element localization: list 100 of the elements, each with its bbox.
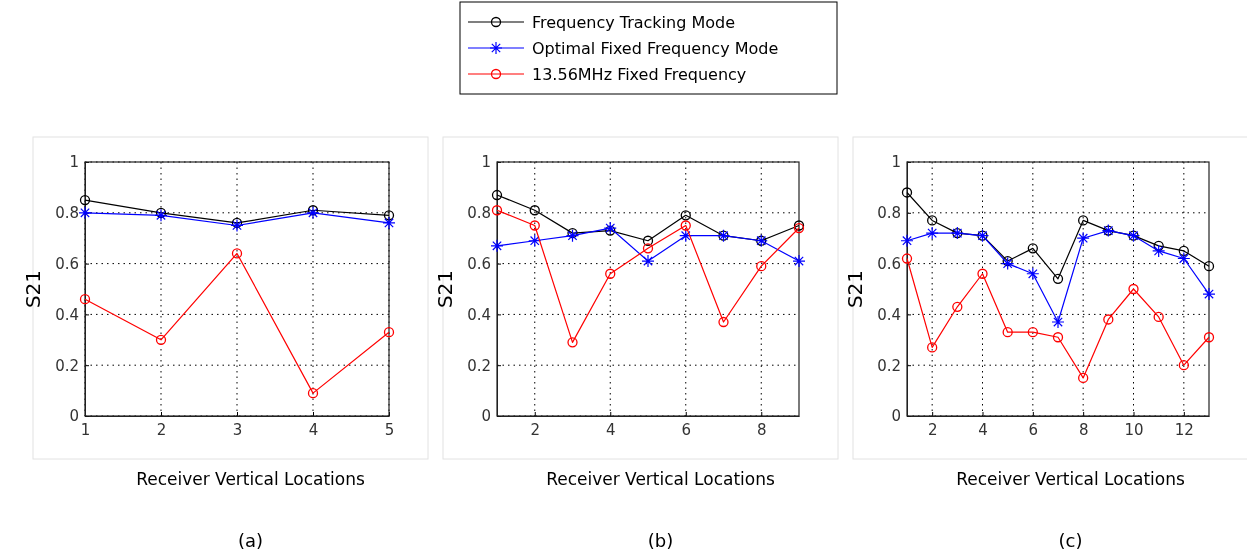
y-tick-label: 1 xyxy=(69,153,79,172)
x-tick-label: 2 xyxy=(156,420,167,439)
y-axis-title: S21 xyxy=(21,269,45,309)
point xyxy=(756,260,767,272)
point xyxy=(491,205,503,216)
point xyxy=(529,220,540,231)
point xyxy=(680,220,691,231)
point xyxy=(927,215,938,226)
point xyxy=(1078,372,1089,384)
point xyxy=(679,229,693,243)
x-tick-label: 3 xyxy=(232,420,243,439)
point xyxy=(1052,273,1064,284)
point xyxy=(1203,332,1215,343)
y-tick-label: 0 xyxy=(69,407,79,426)
point xyxy=(1002,327,1013,338)
point xyxy=(901,253,913,264)
point xyxy=(1051,315,1065,329)
y-tick-label: 0.8 xyxy=(467,204,491,223)
y-tick-label: 0.4 xyxy=(467,305,491,324)
x-axis-title: Receiver Vertical Locations xyxy=(136,469,366,489)
y-tick-label: 0.6 xyxy=(467,254,491,273)
y-axis-title: S21 xyxy=(433,269,457,309)
point xyxy=(1078,215,1089,226)
legend-label: Optimal Fixed Frequency Mode xyxy=(532,39,779,58)
point xyxy=(231,217,243,229)
point xyxy=(1128,283,1139,295)
point xyxy=(900,234,914,248)
point xyxy=(155,334,167,345)
point xyxy=(567,337,578,348)
point xyxy=(231,248,243,259)
x-tick-label: 6 xyxy=(681,420,692,439)
x-tick-label: 12 xyxy=(1174,420,1194,439)
y-tick-label: 0.4 xyxy=(877,305,901,324)
point xyxy=(1076,231,1090,245)
y-tick-label: 1 xyxy=(891,153,901,172)
point xyxy=(603,221,617,235)
point xyxy=(718,316,729,328)
point xyxy=(680,210,691,221)
point xyxy=(1052,332,1064,343)
x-tick-label: 8 xyxy=(1078,420,1089,439)
point xyxy=(1027,243,1038,254)
point xyxy=(1152,244,1166,258)
y-tick-label: 0.8 xyxy=(55,204,79,223)
point xyxy=(1027,327,1038,338)
y-tick-label: 0.2 xyxy=(467,356,491,375)
point xyxy=(383,210,395,221)
point xyxy=(1178,360,1189,371)
y-tick-label: 0.8 xyxy=(877,204,901,223)
y-tick-label: 0.6 xyxy=(877,254,901,273)
point xyxy=(925,226,939,240)
point xyxy=(1103,314,1114,325)
x-tick-label: 8 xyxy=(756,420,767,439)
x-tick-label: 4 xyxy=(978,420,988,439)
y-tick-label: 0.4 xyxy=(55,305,79,324)
point xyxy=(642,243,654,254)
x-tick-label: 2 xyxy=(927,420,938,439)
point xyxy=(1178,245,1189,257)
point xyxy=(78,206,92,220)
point xyxy=(1153,311,1164,323)
legend-label: 13.56MHz Fixed Frequency xyxy=(532,65,747,84)
point xyxy=(605,268,616,279)
point xyxy=(383,327,395,338)
point xyxy=(605,225,616,236)
y-tick-label: 0.2 xyxy=(877,356,901,375)
point xyxy=(1002,255,1013,267)
y-tick-label: 0.2 xyxy=(55,356,79,375)
point xyxy=(977,268,988,279)
y-tick-label: 0.6 xyxy=(55,254,79,273)
point xyxy=(642,235,654,246)
point xyxy=(79,194,91,206)
point xyxy=(792,254,806,268)
point xyxy=(155,207,167,218)
y-tick-label: 0 xyxy=(891,407,901,426)
point xyxy=(154,208,168,222)
point xyxy=(490,239,504,253)
y-axis-title: S21 xyxy=(843,269,867,309)
legend-label: Frequency Tracking Mode xyxy=(532,13,736,32)
point xyxy=(567,227,578,239)
point xyxy=(1177,251,1191,266)
point xyxy=(307,387,319,399)
point xyxy=(901,187,913,198)
point xyxy=(528,234,542,248)
point xyxy=(529,205,540,216)
point xyxy=(382,216,396,230)
point xyxy=(1202,287,1216,301)
point xyxy=(1026,267,1040,281)
point xyxy=(952,301,963,312)
text: (a) xyxy=(237,530,264,551)
text: (c) xyxy=(1058,530,1083,551)
point xyxy=(1001,257,1015,271)
point xyxy=(230,218,244,233)
point xyxy=(491,189,503,201)
text: (b) xyxy=(647,530,674,551)
point xyxy=(306,206,320,220)
point xyxy=(927,342,938,353)
y-tick-label: 1 xyxy=(481,153,491,172)
y-tick-label: 0 xyxy=(481,407,491,426)
x-axis-title: Receiver Vertical Locations xyxy=(546,469,776,489)
point xyxy=(565,229,580,243)
x-tick-label: 4 xyxy=(308,420,319,439)
